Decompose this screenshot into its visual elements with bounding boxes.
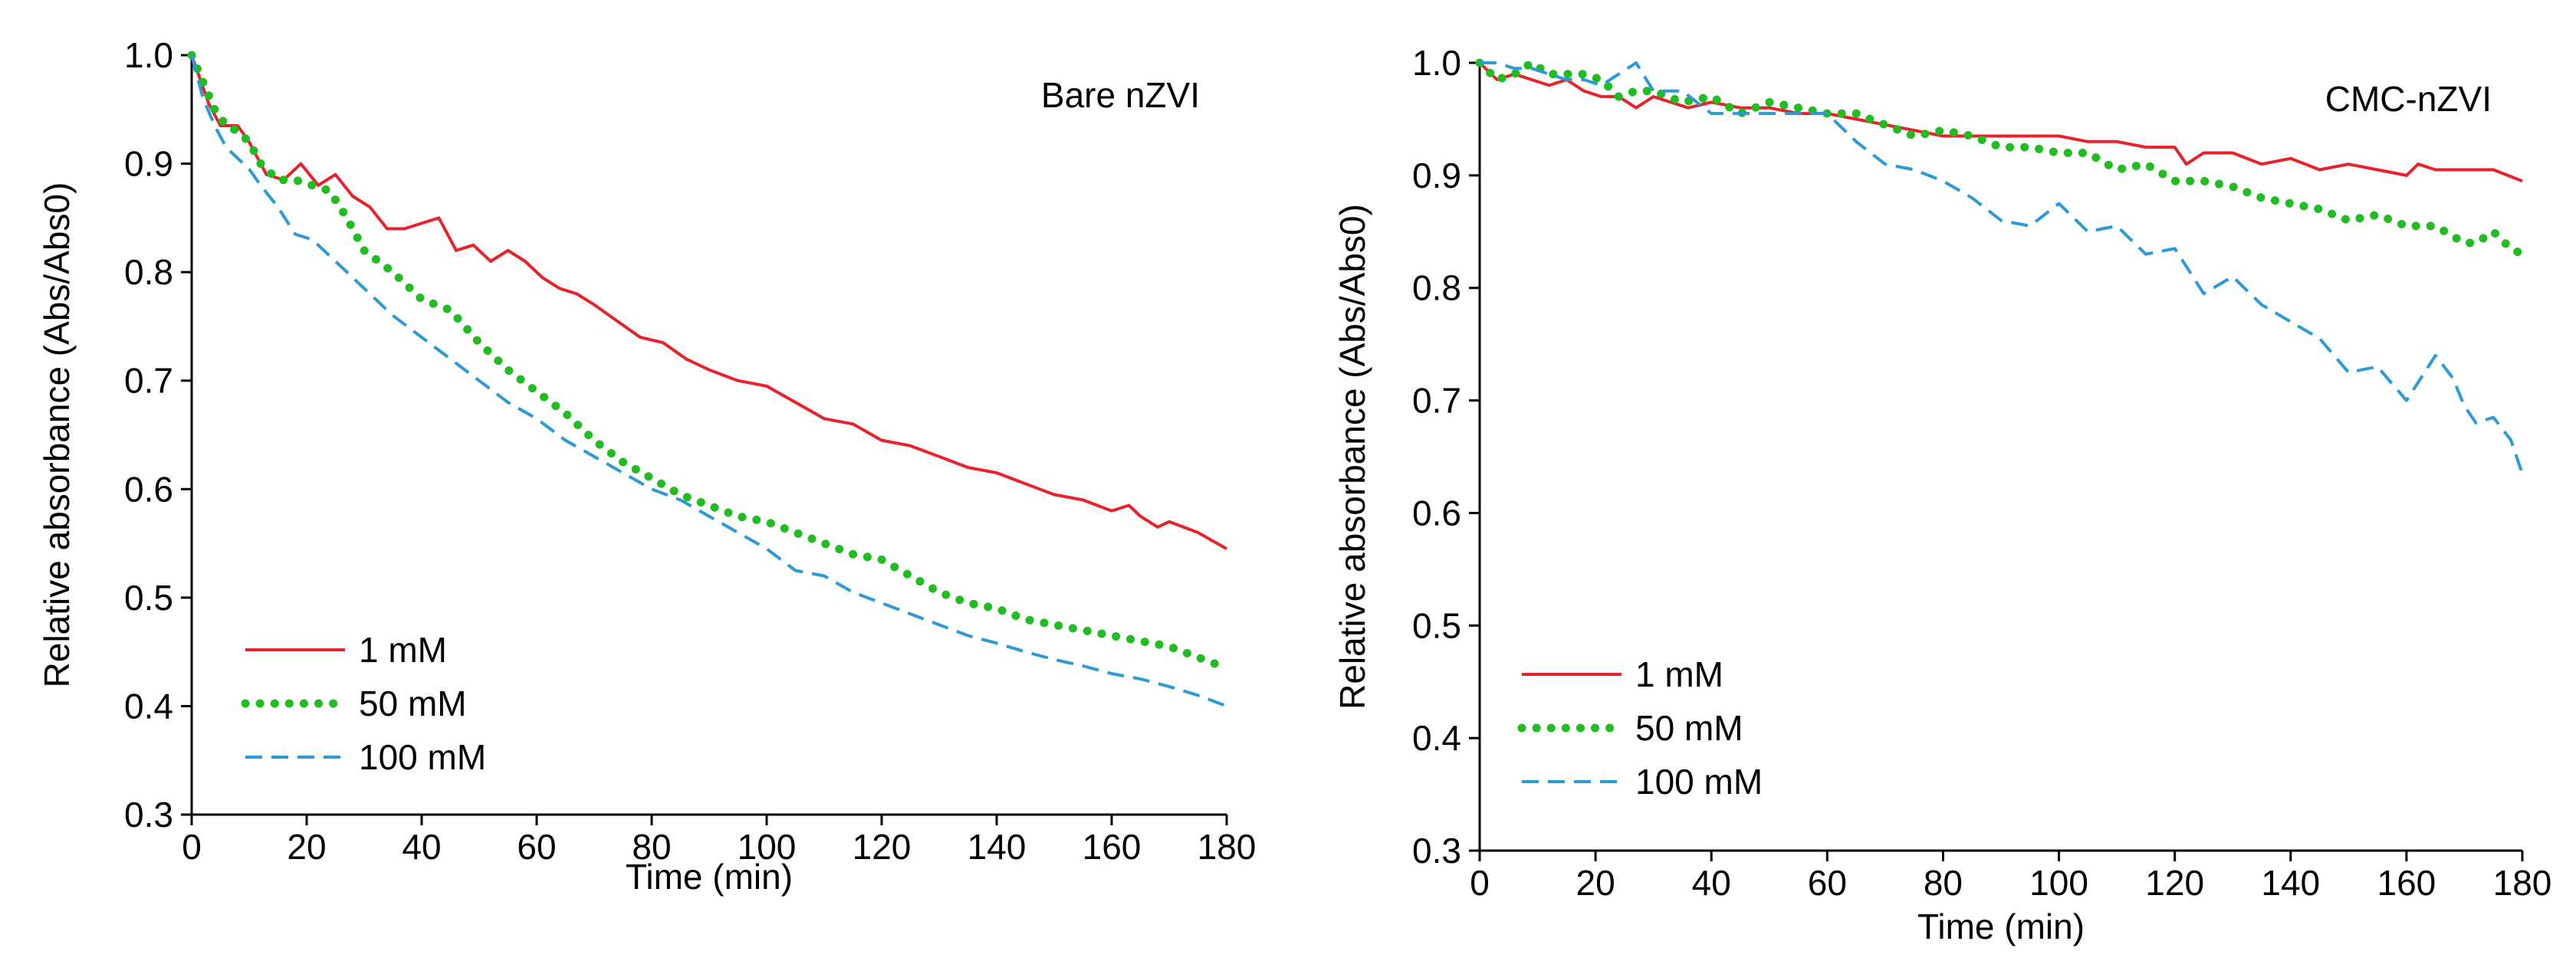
x-tick-label: 60 bbox=[517, 827, 556, 867]
x-axis-title: Time (min) bbox=[626, 857, 793, 897]
x-tick-label: 80 bbox=[1924, 863, 1963, 903]
x-tick-label: 20 bbox=[287, 827, 326, 867]
x-tick-label: 160 bbox=[1083, 827, 1142, 867]
series-line-1-mm bbox=[190, 54, 1227, 550]
y-tick-label: 0.4 bbox=[1412, 718, 1461, 758]
x-tick-label: 180 bbox=[1198, 827, 1257, 867]
y-axis-title: Relative absorbance (Abs/Abs0) bbox=[1332, 204, 1372, 710]
x-tick-label: 60 bbox=[1808, 863, 1847, 903]
series-line-1-mm bbox=[1478, 61, 2523, 183]
legend-label-100-mm: 100 mM bbox=[359, 737, 486, 777]
y-tick-label: 0.9 bbox=[124, 144, 173, 184]
x-tick-label: 100 bbox=[738, 827, 797, 867]
x-tick-label: 100 bbox=[2029, 863, 2088, 903]
x-tick-label: 80 bbox=[632, 827, 671, 867]
x-tick-label: 0 bbox=[182, 827, 202, 867]
x-tick-label: 140 bbox=[2261, 863, 2320, 903]
legend-label-50-mm: 50 mM bbox=[1635, 708, 1743, 748]
chart-panel-2: 0.3 0.4 0.5 0.6 0.7 0.8 0.9 1.0 0 20 40 60 80 100 120 1… bbox=[1332, 43, 2551, 946]
x-tick-label: 40 bbox=[1692, 863, 1731, 903]
chart-title: Bare nZVI bbox=[1041, 75, 1200, 115]
x-tick-label: 140 bbox=[968, 827, 1027, 867]
series-line-50-mm bbox=[187, 51, 1231, 673]
y-tick-label: 0.6 bbox=[1412, 493, 1461, 533]
legend-label-50-mm: 50 mM bbox=[359, 684, 467, 723]
series-line-100-mm bbox=[190, 54, 1227, 708]
y-tick-label: 0.5 bbox=[124, 578, 173, 618]
y-tick-label: 0.4 bbox=[124, 686, 173, 726]
x-tick-label: 40 bbox=[402, 827, 441, 867]
y-tick-label: 0.5 bbox=[1412, 605, 1461, 645]
x-tick-label: 0 bbox=[1470, 863, 1490, 903]
legend-label-1-mm: 1 mM bbox=[1635, 654, 1723, 694]
chart-title: CMC-nZVI bbox=[2325, 79, 2492, 119]
y-tick-label: 0.7 bbox=[1412, 381, 1461, 421]
y-tick-label: 0.8 bbox=[124, 252, 173, 292]
x-tick-label: 160 bbox=[2377, 863, 2436, 903]
y-axis-title: Relative absorbance (Abs/Abs0) bbox=[37, 182, 77, 688]
x-tick-label: 20 bbox=[1576, 863, 1615, 903]
y-tick-label: 1.0 bbox=[1412, 43, 1461, 83]
x-tick-label: 120 bbox=[2145, 863, 2204, 903]
y-tick-label: 0.8 bbox=[1412, 268, 1461, 308]
y-tick-label: 0.6 bbox=[124, 469, 173, 509]
chart-panel-1: 0.3 0.4 0.5 0.6 0.7 0.8 0.9 1.0 0 20 40 60 80 100 120 1… bbox=[37, 35, 1256, 897]
series-line-50-mm bbox=[1475, 58, 2527, 259]
y-tick-label: 0.3 bbox=[1412, 831, 1461, 871]
legend-label-1-mm: 1 mM bbox=[359, 630, 447, 670]
series-line-100-mm bbox=[1480, 61, 2524, 474]
y-tick-label: 1.0 bbox=[124, 35, 173, 75]
x-axis-title: Time (min) bbox=[1917, 907, 2085, 946]
y-tick-label: 0.3 bbox=[124, 795, 173, 835]
x-tick-label: 180 bbox=[2493, 863, 2552, 903]
y-tick-label: 0.9 bbox=[1412, 156, 1461, 195]
x-tick-label: 120 bbox=[853, 827, 912, 867]
y-tick-label: 0.7 bbox=[124, 361, 173, 401]
legend-label-100-mm: 100 mM bbox=[1635, 762, 1763, 802]
